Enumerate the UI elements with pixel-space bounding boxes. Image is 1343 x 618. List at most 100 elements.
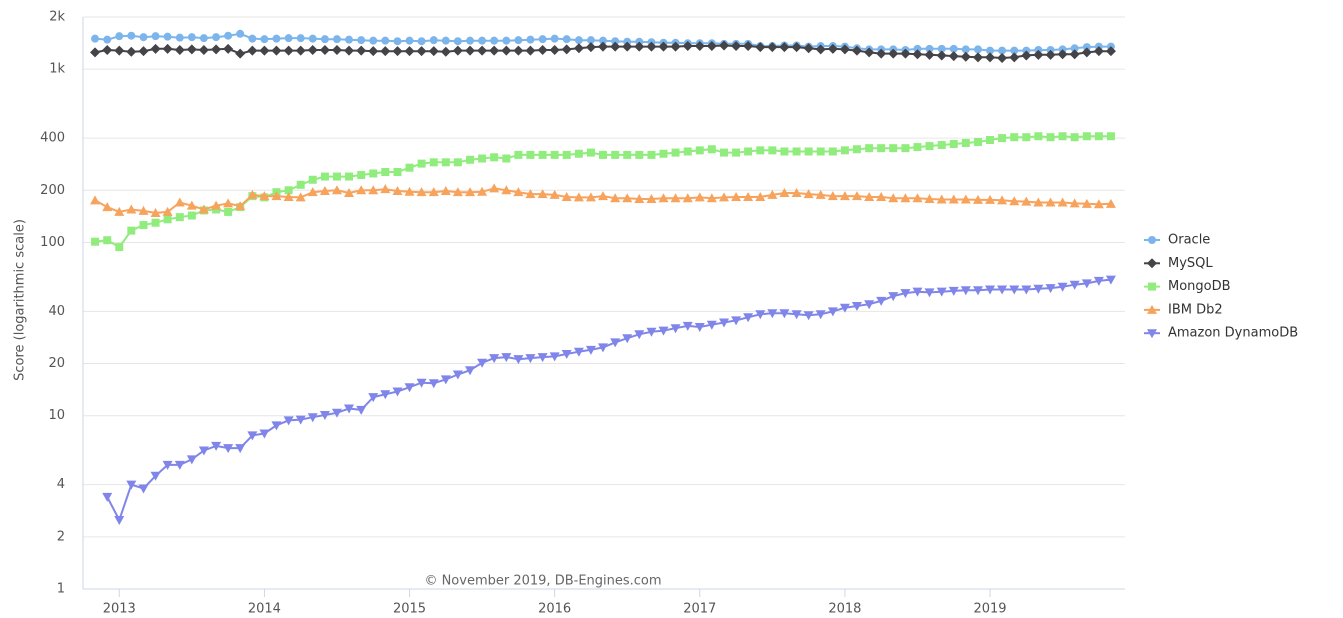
marker bbox=[271, 191, 282, 201]
marker bbox=[912, 49, 923, 60]
marker bbox=[949, 139, 958, 148]
marker bbox=[465, 366, 476, 376]
marker bbox=[719, 40, 730, 51]
marker bbox=[405, 36, 414, 45]
marker bbox=[562, 35, 571, 44]
marker bbox=[720, 148, 729, 157]
marker bbox=[259, 45, 270, 56]
marker bbox=[404, 186, 415, 196]
marker bbox=[501, 353, 512, 363]
marker bbox=[731, 191, 742, 201]
marker bbox=[865, 144, 874, 153]
marker bbox=[924, 49, 935, 60]
marker bbox=[538, 150, 547, 159]
legend-label: MongoDB bbox=[1168, 279, 1231, 294]
marker bbox=[937, 44, 946, 53]
marker bbox=[1033, 284, 1044, 294]
marker bbox=[489, 45, 500, 56]
marker bbox=[356, 185, 367, 195]
marker bbox=[1082, 132, 1091, 141]
marker bbox=[936, 194, 947, 204]
marker bbox=[236, 29, 245, 38]
legend-item[interactable]: IBM Db2 bbox=[1144, 302, 1223, 317]
marker bbox=[260, 35, 269, 44]
marker bbox=[175, 213, 184, 222]
marker bbox=[1069, 280, 1080, 290]
marker bbox=[284, 186, 293, 195]
marker bbox=[501, 45, 512, 56]
marker bbox=[1058, 132, 1067, 141]
marker bbox=[91, 237, 100, 246]
marker bbox=[103, 236, 112, 245]
marker bbox=[549, 189, 560, 199]
marker bbox=[490, 36, 499, 45]
marker bbox=[1009, 285, 1020, 295]
marker bbox=[937, 141, 946, 150]
marker bbox=[404, 46, 415, 57]
marker bbox=[465, 187, 476, 197]
marker bbox=[828, 147, 837, 156]
marker bbox=[961, 45, 970, 54]
legend-item[interactable]: MySQL bbox=[1144, 256, 1213, 271]
marker bbox=[417, 159, 426, 168]
marker bbox=[998, 134, 1007, 143]
marker bbox=[163, 32, 172, 41]
marker bbox=[114, 206, 125, 216]
marker bbox=[864, 300, 875, 310]
marker bbox=[743, 313, 754, 323]
marker bbox=[513, 187, 524, 197]
marker bbox=[223, 198, 234, 208]
marker bbox=[1057, 49, 1068, 60]
marker bbox=[186, 44, 197, 55]
marker bbox=[610, 338, 621, 348]
marker bbox=[707, 145, 716, 154]
legend-item[interactable]: Amazon DynamoDB bbox=[1144, 326, 1298, 341]
marker bbox=[502, 154, 511, 163]
marker bbox=[706, 320, 717, 330]
marker bbox=[114, 45, 125, 56]
marker bbox=[671, 148, 680, 157]
marker bbox=[319, 44, 330, 55]
marker bbox=[440, 186, 451, 196]
marker bbox=[839, 303, 850, 313]
marker bbox=[840, 146, 849, 155]
marker bbox=[839, 191, 850, 201]
marker bbox=[682, 193, 693, 203]
marker bbox=[997, 52, 1008, 63]
legend-item[interactable]: Oracle bbox=[1144, 233, 1210, 248]
y-tick-label: 4 bbox=[57, 477, 65, 492]
marker bbox=[223, 43, 234, 54]
marker bbox=[428, 46, 439, 57]
marker bbox=[452, 45, 463, 56]
marker bbox=[623, 150, 632, 159]
marker bbox=[429, 158, 438, 167]
marker bbox=[1021, 285, 1032, 295]
marker bbox=[659, 149, 668, 158]
marker bbox=[428, 379, 439, 389]
marker bbox=[779, 42, 790, 53]
marker bbox=[768, 146, 777, 155]
annotation: © November 2019, DB-Engines.com bbox=[424, 574, 661, 589]
legend-symbol bbox=[1147, 329, 1157, 339]
marker bbox=[827, 307, 838, 317]
marker bbox=[924, 288, 935, 298]
marker bbox=[610, 41, 621, 52]
marker bbox=[586, 36, 595, 45]
y-tick-label: 2 bbox=[57, 529, 65, 544]
marker bbox=[283, 45, 294, 56]
marker bbox=[1045, 49, 1056, 60]
marker bbox=[295, 45, 306, 56]
marker bbox=[139, 33, 148, 42]
marker bbox=[646, 327, 657, 337]
marker bbox=[925, 142, 934, 151]
marker bbox=[960, 51, 971, 62]
marker bbox=[392, 46, 403, 57]
marker bbox=[259, 191, 270, 201]
marker bbox=[622, 41, 633, 52]
marker bbox=[465, 45, 476, 56]
marker bbox=[1082, 43, 1091, 52]
marker bbox=[248, 34, 257, 43]
marker bbox=[307, 413, 318, 423]
marker bbox=[331, 408, 342, 418]
legend-item[interactable]: MongoDB bbox=[1144, 279, 1231, 294]
